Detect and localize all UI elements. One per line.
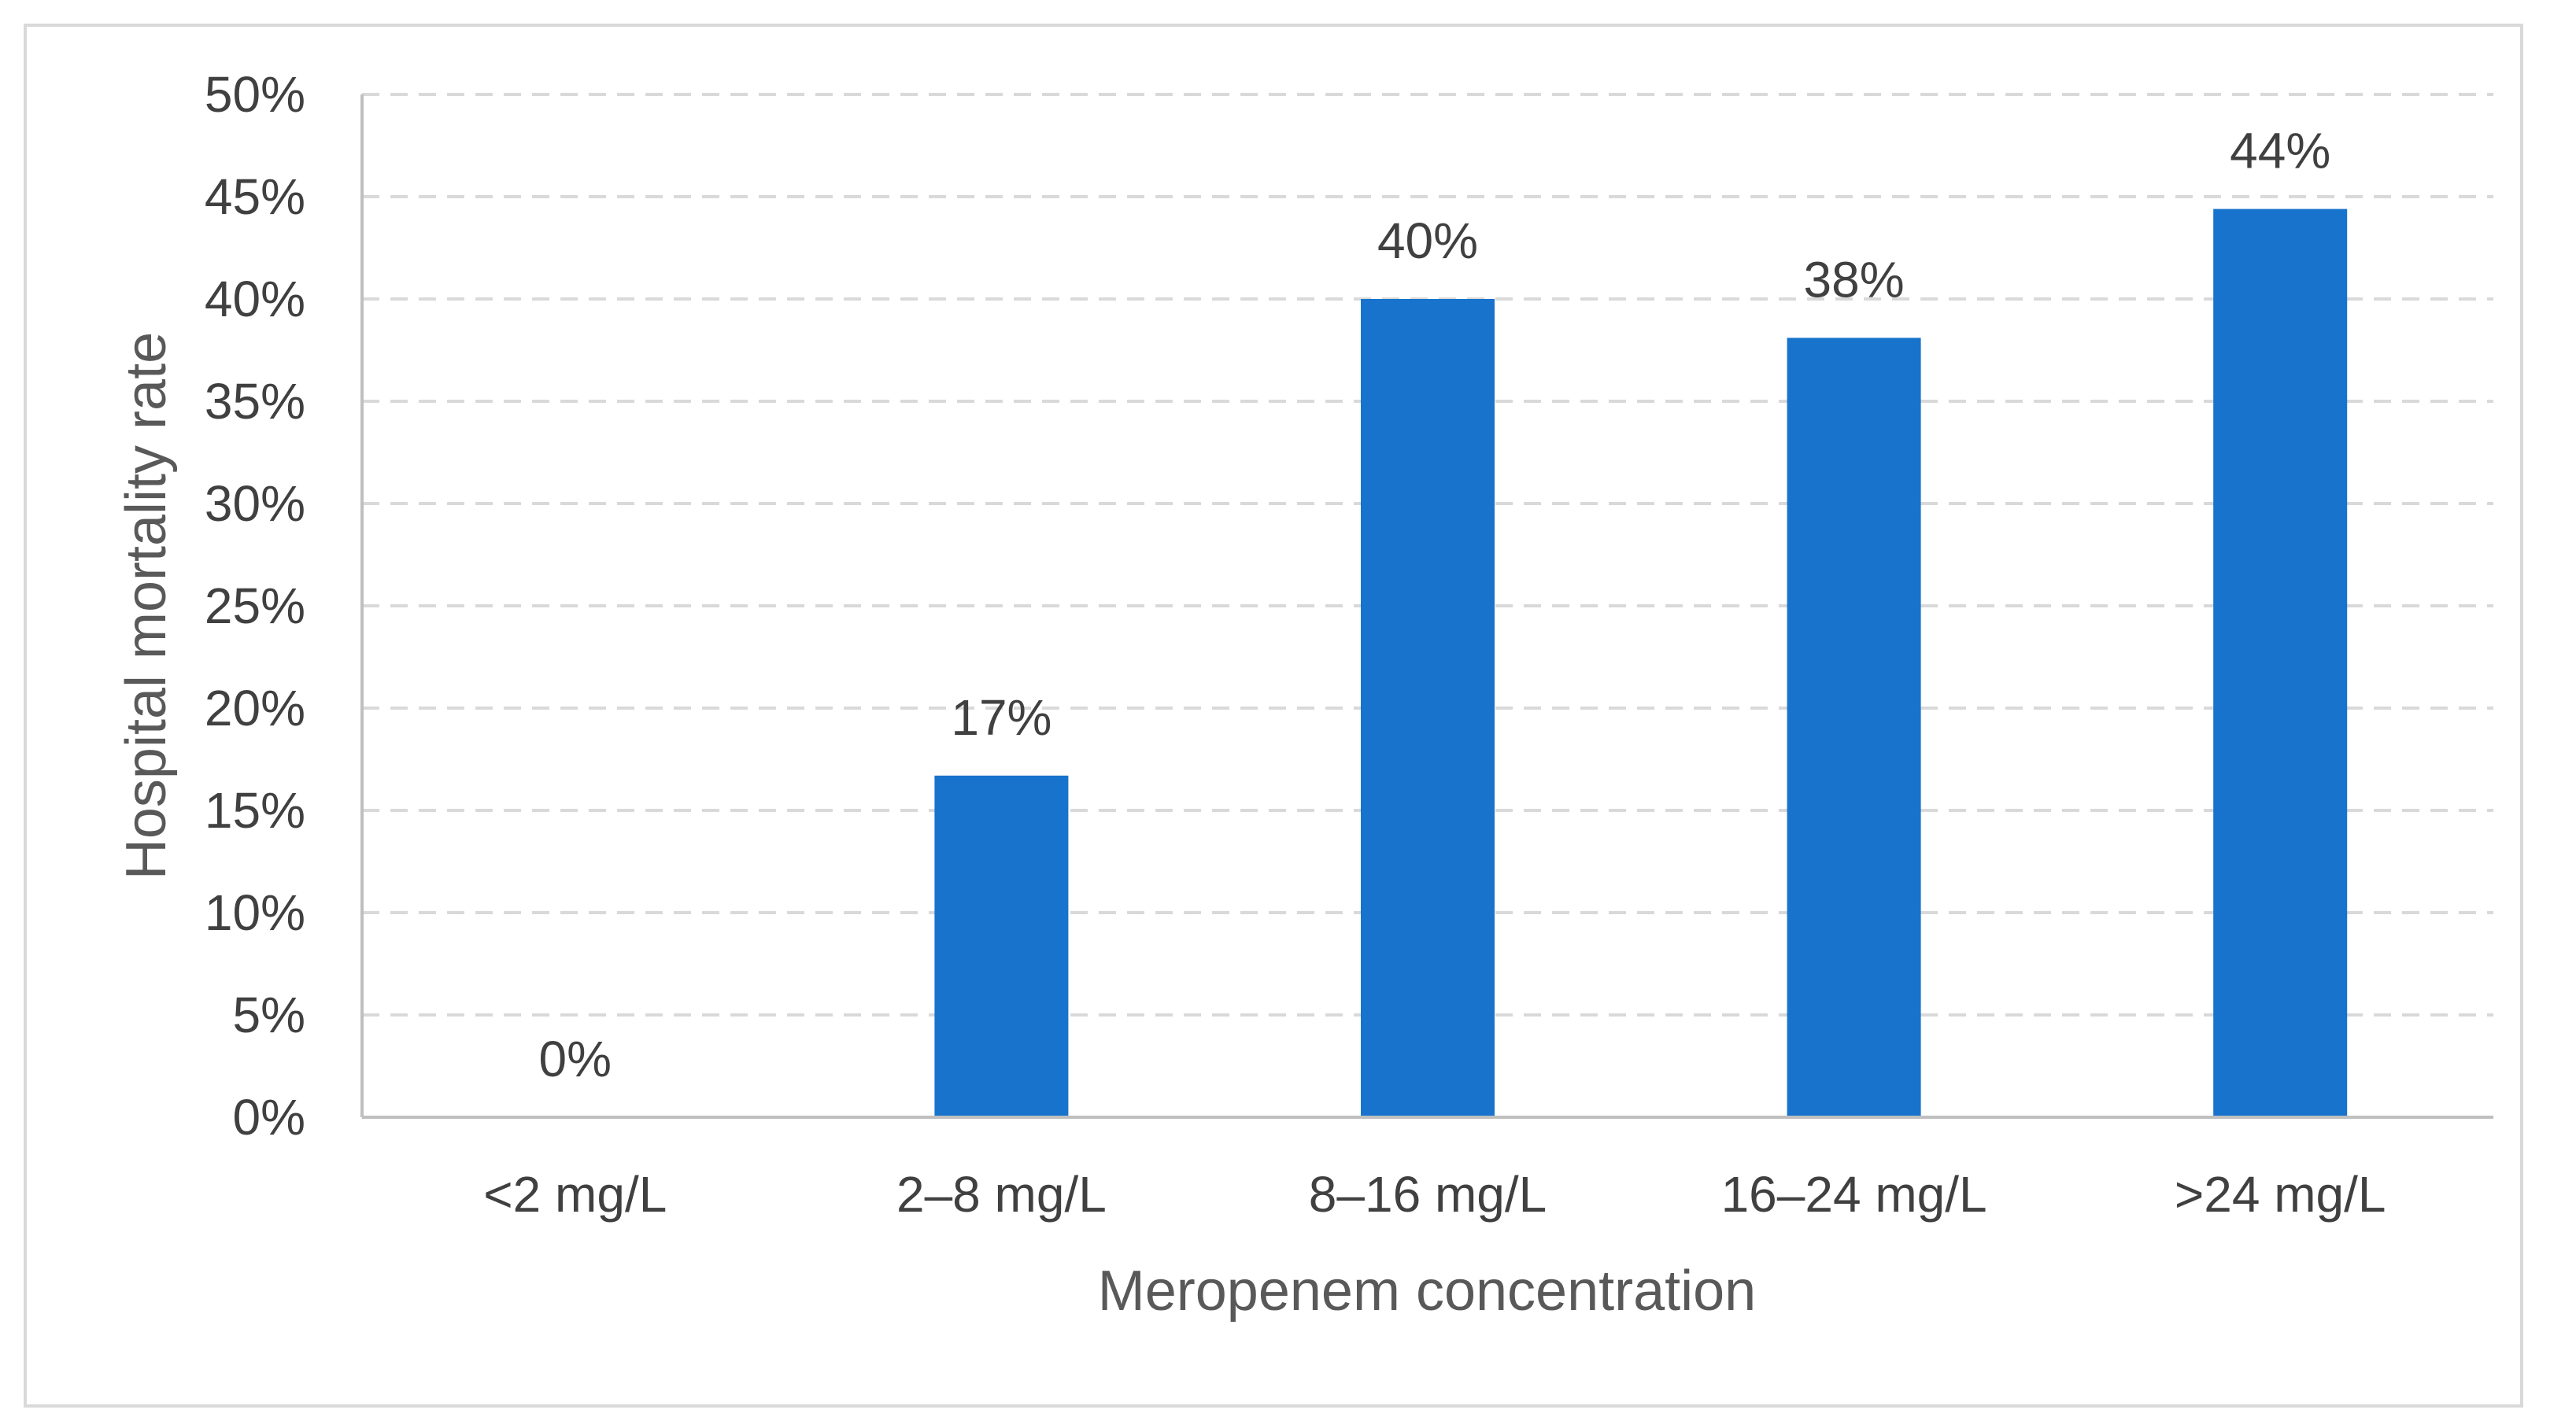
bar-2: [934, 775, 1069, 1117]
bar-5: [2213, 208, 2348, 1118]
x-axis-title: Meropenem concentration: [1098, 1260, 1756, 1323]
y-tick-label: 0%: [233, 1089, 306, 1146]
chart-frame: [24, 24, 2523, 1408]
labels: 0% 5% 10% 15% 20% 25% 30% 35% 40% 45% 50% 0% <2 mg/L…: [205, 66, 2386, 1223]
x-tick-label: 2–8 mg/L: [896, 1166, 1107, 1223]
y-tick-label: 15%: [205, 782, 305, 839]
y-tick-label: 30%: [205, 475, 305, 532]
y-tick-label: 35%: [205, 373, 305, 430]
y-tick-label: 5%: [233, 987, 306, 1043]
y-tick-label: 20%: [205, 680, 305, 736]
data-label: 38%: [1804, 251, 1905, 308]
y-tick-label: 40%: [205, 271, 305, 327]
y-tick-label: 45%: [205, 168, 305, 225]
x-tick-label: <2 mg/L: [483, 1166, 667, 1223]
x-tick-label: >24 mg/L: [2175, 1166, 2386, 1223]
bar-4: [1787, 338, 1921, 1117]
x-tick-label: 8–16 mg/L: [1309, 1166, 1547, 1223]
axes: [360, 94, 2493, 1119]
data-label: 44%: [2230, 123, 2330, 179]
y-tick-label: 25%: [205, 577, 305, 634]
bar-3: [1361, 299, 1495, 1117]
x-tick-label: 16–24 mg/L: [1721, 1166, 1987, 1223]
bars: [934, 208, 2348, 1118]
data-label: 17%: [951, 689, 1051, 746]
data-label: 0%: [539, 1031, 612, 1087]
y-tick-label: 10%: [205, 884, 305, 941]
y-tick-label: 50%: [205, 66, 305, 123]
data-label: 40%: [1377, 212, 1478, 269]
y-axis-title: Hospital mortality rate: [115, 332, 178, 880]
